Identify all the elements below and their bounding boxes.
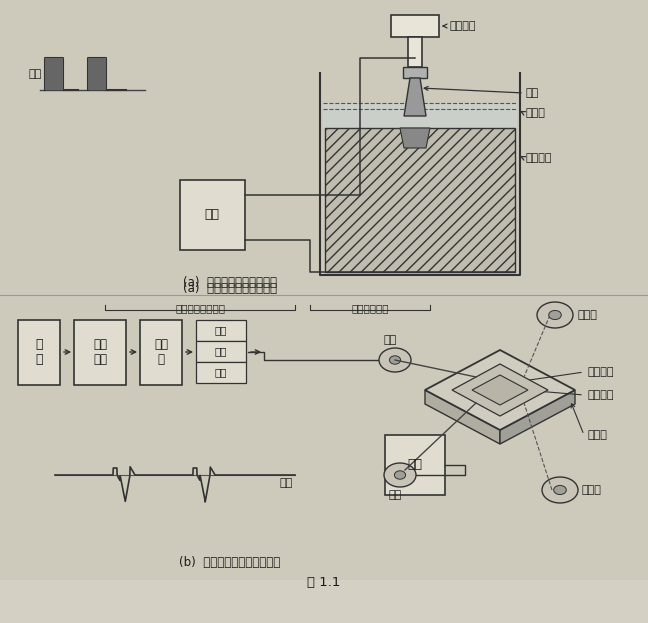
Text: 銅線電極: 銅線電極 xyxy=(587,367,614,377)
Polygon shape xyxy=(400,128,430,148)
Bar xyxy=(196,320,246,341)
Ellipse shape xyxy=(379,348,411,372)
Text: 送帶: 送帶 xyxy=(214,367,227,377)
Text: 被加工物: 被加工物 xyxy=(587,390,614,400)
Polygon shape xyxy=(425,350,575,430)
Text: 驅動: 驅動 xyxy=(214,325,227,335)
Ellipse shape xyxy=(549,310,561,320)
Ellipse shape xyxy=(384,463,416,487)
Bar xyxy=(403,67,427,78)
Bar xyxy=(385,435,445,495)
Text: (a)  形模放電加工機的原理: (a) 形模放電加工機的原理 xyxy=(183,282,277,295)
Bar xyxy=(196,341,246,362)
Text: 電流: 電流 xyxy=(280,478,294,488)
Text: （數傀控制裝置）: （數傀控制裝置） xyxy=(175,303,225,313)
Text: 電源: 電源 xyxy=(408,459,422,472)
Text: 圖 1.1: 圖 1.1 xyxy=(307,576,341,589)
Text: 工作台: 工作台 xyxy=(587,430,607,440)
Polygon shape xyxy=(452,364,548,416)
Bar xyxy=(140,320,182,385)
Text: 程式
設計: 程式 設計 xyxy=(93,338,107,366)
Ellipse shape xyxy=(542,477,578,503)
Polygon shape xyxy=(425,390,500,444)
Text: (a)  形模放電加工機的原理: (a) 形模放電加工機的原理 xyxy=(183,277,277,290)
Polygon shape xyxy=(404,78,426,116)
Ellipse shape xyxy=(537,302,573,328)
Bar xyxy=(0,295,648,580)
Polygon shape xyxy=(472,375,528,405)
Bar xyxy=(180,180,245,250)
Ellipse shape xyxy=(553,485,566,495)
Bar xyxy=(196,362,246,383)
Text: 伺服機構: 伺服機構 xyxy=(449,21,476,31)
Bar xyxy=(74,320,126,385)
Bar xyxy=(325,128,515,272)
Polygon shape xyxy=(500,390,575,444)
Bar xyxy=(18,320,60,385)
Text: 電源: 電源 xyxy=(205,209,220,222)
Bar xyxy=(88,58,106,90)
Text: 馬達: 馬達 xyxy=(384,335,397,345)
Ellipse shape xyxy=(389,356,400,364)
Bar xyxy=(391,15,439,37)
Text: （機械本體）: （機械本體） xyxy=(351,303,389,313)
Bar xyxy=(0,0,648,295)
Bar xyxy=(323,103,517,128)
Text: 指令
帶: 指令 帶 xyxy=(154,338,168,366)
Text: 馬達: 馬達 xyxy=(388,490,402,500)
Text: 電極: 電極 xyxy=(525,88,538,98)
Text: 加工游: 加工游 xyxy=(525,108,545,118)
Text: 給線軸: 給線軸 xyxy=(582,485,602,495)
Text: 被加工物: 被加工物 xyxy=(525,153,551,163)
Bar xyxy=(408,37,422,67)
Ellipse shape xyxy=(395,471,406,479)
Text: 捲線軸: 捲線軸 xyxy=(577,310,597,320)
Text: (b)  線切割放電加工機的原理: (b) 線切割放電加工機的原理 xyxy=(179,556,281,569)
Text: 電流: 電流 xyxy=(29,69,42,79)
Text: 畫
面: 畫 面 xyxy=(35,338,43,366)
Text: 控制: 控制 xyxy=(214,346,227,356)
Bar xyxy=(45,58,63,90)
